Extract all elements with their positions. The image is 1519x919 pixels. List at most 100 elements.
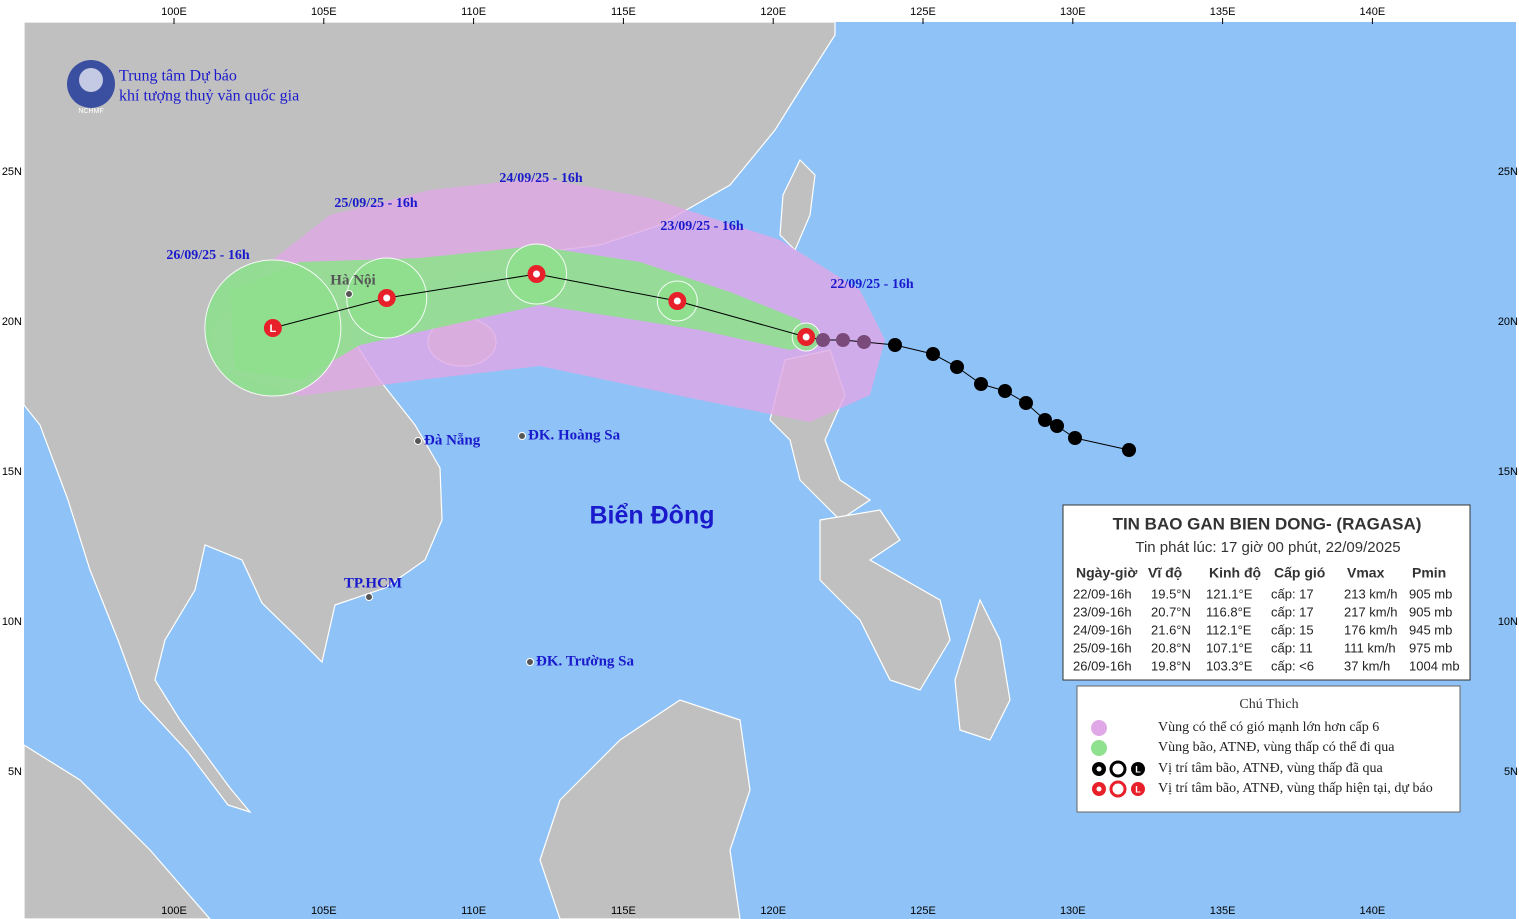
legend-icon xyxy=(1109,780,1127,798)
past-position xyxy=(1019,396,1033,410)
lon-label-bottom: 105E xyxy=(311,905,337,917)
org-line-2: khí tượng thuỷ văn quốc gia xyxy=(119,88,299,105)
legend-item: Vùng bão, ATNĐ, vùng thấp có thể đi qua xyxy=(1158,740,1395,755)
past-position xyxy=(1050,419,1064,433)
column-header: Kinh độ xyxy=(1209,565,1261,581)
storm-eye xyxy=(533,270,541,278)
logo-inner xyxy=(79,68,103,92)
mindanao xyxy=(954,598,1011,741)
lon-label-bottom: 110E xyxy=(461,905,486,917)
table-cell: 24/09-16h xyxy=(1073,622,1132,637)
table-cell: cấp: 17 xyxy=(1271,604,1314,619)
low-symbol: L xyxy=(1135,784,1141,794)
column-header: Ngày-giờ xyxy=(1076,565,1137,581)
column-header: Vmax xyxy=(1347,565,1385,581)
past-position xyxy=(888,338,902,352)
lat-label-right: 10N xyxy=(1498,616,1518,628)
table-cell: cấp: 15 xyxy=(1271,622,1314,637)
forecast-time: 22/09/25 - 16h xyxy=(830,277,913,292)
table-cell: 23/09-16h xyxy=(1073,604,1132,619)
storm-eye xyxy=(802,333,810,341)
table-cell: 176 km/h xyxy=(1344,622,1397,637)
lon-label-top: 115E xyxy=(611,6,636,18)
place-dot xyxy=(345,290,353,298)
bulletin-issued: Tin phát lúc: 17 giờ 00 phút, 22/09/2025 xyxy=(1135,539,1400,556)
legend-item: Vị trí tâm bão, ATNĐ, vùng thấp hiện tại… xyxy=(1158,781,1433,796)
table-cell: 19.5°N xyxy=(1151,586,1191,601)
legend-icon xyxy=(1109,760,1127,778)
lon-label-top: 110E xyxy=(461,6,486,18)
table-cell: 945 mb xyxy=(1409,622,1452,637)
table-cell: 103.3°E xyxy=(1206,658,1253,673)
lat-label-left: 15N xyxy=(2,466,22,478)
lat-label-right: 15N xyxy=(1498,466,1518,478)
org-line-1: Trung tâm Dự báo xyxy=(119,68,237,85)
lon-label-top: 130E xyxy=(1060,6,1086,18)
legend-swatch xyxy=(1091,720,1107,736)
forecast-position xyxy=(263,319,282,337)
past-position xyxy=(836,333,850,347)
lon-label-bottom: 135E xyxy=(1210,905,1236,917)
column-header: Vĩ độ xyxy=(1148,565,1182,581)
table-cell: 25/09-16h xyxy=(1073,640,1132,655)
place-dot xyxy=(526,658,534,666)
table-cell: 121.1°E xyxy=(1206,586,1253,601)
place-dot xyxy=(414,437,422,445)
table-cell: 107.1°E xyxy=(1206,640,1253,655)
lat-label-left: 5N xyxy=(8,766,22,778)
legend-item: Vị trí tâm bão, ATNĐ, vùng thấp đã qua xyxy=(1158,761,1384,776)
table-cell: 26/09-16h xyxy=(1073,658,1132,673)
layers: 100E 100E 105E 105E 110E 110E 115E 115E 120E 120E… xyxy=(2,6,1518,917)
place-label: Hà Nội xyxy=(330,272,375,288)
lat-label-right: 20N xyxy=(1498,316,1518,328)
lon-label-top: 140E xyxy=(1360,6,1386,18)
table-cell: 975 mb xyxy=(1409,640,1452,655)
low-symbol: L xyxy=(1135,764,1141,774)
forecast-time: 25/09/25 - 16h xyxy=(334,196,417,211)
table-cell: 37 km/h xyxy=(1344,658,1390,673)
lat-label-left: 20N xyxy=(2,316,22,328)
place-label: ĐK. Trường Sa xyxy=(536,653,635,669)
past-position xyxy=(926,347,940,361)
lon-label-top: 105E xyxy=(311,6,337,18)
forecast-time: 26/09/25 - 16h xyxy=(166,248,249,263)
table-cell: 111 km/h xyxy=(1344,640,1396,655)
place-label: ĐK. Hoàng Sa xyxy=(528,427,621,443)
place-dot xyxy=(518,432,526,440)
past-position xyxy=(816,333,830,347)
lon-label-top: 125E xyxy=(910,6,936,18)
borneo xyxy=(539,699,751,919)
storm-eye xyxy=(383,294,391,302)
table-cell: 20.7°N xyxy=(1151,604,1191,619)
place-dot xyxy=(365,593,373,601)
legend-swatch xyxy=(1091,740,1107,756)
legend-title: Chú Thich xyxy=(1239,697,1298,712)
table-cell: cấp: <6 xyxy=(1271,658,1314,673)
table-cell: 19.8°N xyxy=(1151,658,1191,673)
place-label: Đà Nẵng xyxy=(424,432,481,448)
lon-label-bottom: 130E xyxy=(1060,905,1086,917)
table-cell: 1004 mb xyxy=(1409,658,1460,673)
past-position xyxy=(998,384,1012,398)
table-cell: 905 mb xyxy=(1409,586,1452,601)
lon-label-bottom: 115E xyxy=(611,905,636,917)
lon-label-top: 100E xyxy=(161,6,187,18)
lon-label-bottom: 100E xyxy=(161,905,187,917)
forecast-time: 24/09/25 - 16h xyxy=(499,171,582,186)
table-cell: 20.8°N xyxy=(1151,640,1191,655)
legend-item: Vùng có thể có gió mạnh lớn hơn cấp 6 xyxy=(1158,720,1379,735)
table-cell: cấp: 17 xyxy=(1271,586,1314,601)
legend-icon xyxy=(1131,782,1145,796)
table-cell: 21.6°N xyxy=(1151,622,1191,637)
lon-label-top: 135E xyxy=(1210,6,1236,18)
past-position xyxy=(1038,413,1052,427)
sea-label: Biển Đông xyxy=(590,502,715,530)
lat-label-left: 10N xyxy=(2,616,22,628)
table-cell: 213 km/h xyxy=(1344,586,1397,601)
past-position xyxy=(1122,443,1136,457)
legend-icon xyxy=(1131,762,1145,776)
past-position xyxy=(1068,431,1082,445)
past-position xyxy=(950,360,964,374)
table-cell: cấp: 11 xyxy=(1271,640,1313,655)
